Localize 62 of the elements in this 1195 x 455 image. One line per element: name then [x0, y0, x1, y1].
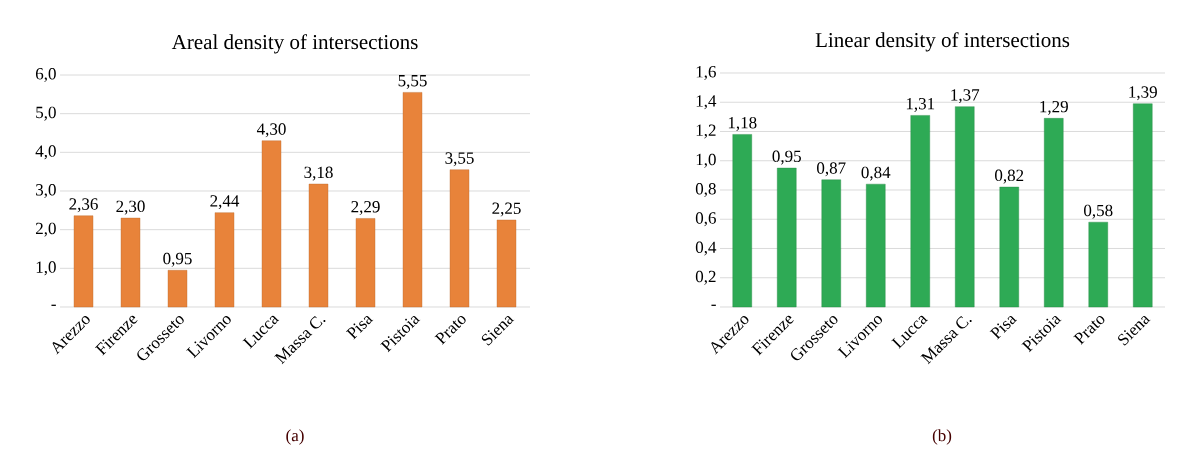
- y-tick-label: -: [711, 304, 716, 306]
- data-label: 1,37: [951, 89, 980, 104]
- y-tick-label: 1,6: [696, 66, 716, 80]
- data-label: 4,30: [256, 123, 286, 138]
- y-tick-label: -: [51, 304, 56, 306]
- data-label: 0,82: [995, 169, 1024, 184]
- y-tick-label: 1,0: [696, 153, 716, 168]
- y-tick-label: 1,2: [696, 124, 716, 139]
- bar: [821, 179, 841, 308]
- data-label: 1,39: [1129, 86, 1157, 101]
- text: (b): [932, 429, 952, 445]
- data-label: 2,36: [69, 198, 98, 213]
- bar: [999, 186, 1019, 308]
- y-tick-label: 1,4: [696, 95, 717, 110]
- data-label: 2,25: [492, 202, 521, 217]
- y-tick-label: 3,0: [36, 184, 56, 198]
- x-tick-label: Pisa: [345, 315, 374, 340]
- bar: [214, 212, 235, 308]
- data-label: 2,30: [116, 200, 145, 215]
- bar: [73, 215, 94, 308]
- x-tick-label: Pisa: [989, 315, 1018, 340]
- bar: [1044, 118, 1064, 308]
- bar: [732, 134, 752, 308]
- data-label: 3,18: [304, 166, 333, 181]
- bar: [955, 106, 975, 308]
- data-label: 1,29: [1040, 100, 1068, 115]
- y-tick-label: 2,0: [35, 222, 56, 237]
- bar: [866, 183, 886, 308]
- bar: [1133, 103, 1153, 308]
- data-label: 0,84: [861, 166, 891, 181]
- data-label: 0,95: [772, 150, 801, 165]
- y-tick-label: 6,0: [35, 68, 56, 82]
- y-tick-label: 4,0: [35, 145, 56, 160]
- bar: [308, 183, 329, 308]
- data-label: 2,29: [351, 201, 380, 215]
- y-tick-label: 0,2: [695, 270, 716, 285]
- bar: [167, 270, 188, 308]
- bar: [449, 169, 470, 308]
- text: (a): [286, 429, 304, 445]
- bar: [120, 217, 141, 308]
- data-label: 0,95: [163, 252, 192, 267]
- chart-title: Areal density of intersections: [171, 34, 418, 54]
- bar: [355, 218, 376, 308]
- data-label: 3,55: [445, 152, 474, 167]
- y-tick-label: 1,0: [36, 261, 56, 276]
- data-label: 1,31: [906, 98, 935, 112]
- y-tick-label: 0,6: [695, 212, 716, 227]
- bar: [1088, 221, 1108, 308]
- y-tick-label: 0,8: [695, 183, 716, 197]
- data-label: 2,44: [210, 195, 240, 210]
- data-label: 5,55: [398, 75, 427, 89]
- bar: [496, 219, 517, 308]
- y-tick-label: 5,0: [36, 106, 56, 121]
- bar: [910, 115, 930, 308]
- chart-title: Linear density of intersections: [815, 32, 1070, 52]
- y-tick-label: 0,4: [695, 241, 717, 256]
- bar: [402, 92, 423, 308]
- bar: [777, 167, 797, 308]
- data-label: 1,18: [728, 116, 757, 131]
- data-label: 0,87: [817, 162, 846, 177]
- bar: [261, 140, 282, 308]
- data-label: 0,58: [1084, 204, 1113, 219]
